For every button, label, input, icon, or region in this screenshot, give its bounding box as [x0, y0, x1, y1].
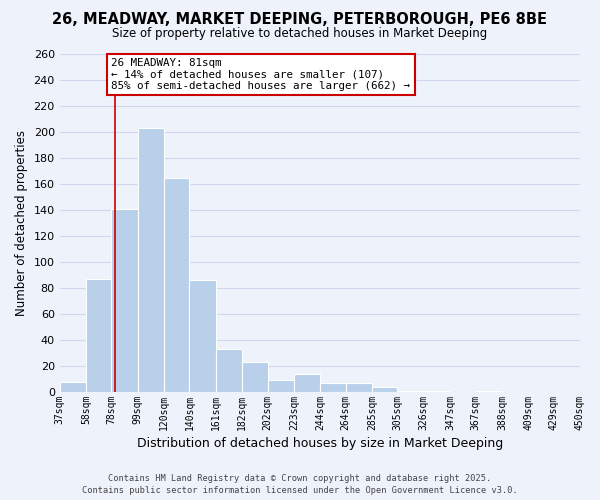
Bar	[320, 383, 346, 392]
Text: 26, MEADWAY, MARKET DEEPING, PETERBOROUGH, PE6 8BE: 26, MEADWAY, MARKET DEEPING, PETERBOROUG…	[53, 12, 548, 28]
Bar	[216, 349, 242, 392]
Text: 26 MEADWAY: 81sqm
← 14% of detached houses are smaller (107)
85% of semi-detache: 26 MEADWAY: 81sqm ← 14% of detached hous…	[112, 58, 410, 91]
Bar	[346, 383, 372, 392]
Bar	[86, 279, 112, 392]
Bar	[294, 374, 320, 392]
Bar	[372, 387, 397, 392]
Bar	[164, 178, 190, 392]
Bar	[268, 380, 294, 392]
Bar	[190, 280, 216, 392]
Bar	[138, 128, 164, 392]
Text: Size of property relative to detached houses in Market Deeping: Size of property relative to detached ho…	[112, 28, 488, 40]
Y-axis label: Number of detached properties: Number of detached properties	[15, 130, 28, 316]
Text: Contains HM Land Registry data © Crown copyright and database right 2025.
Contai: Contains HM Land Registry data © Crown c…	[82, 474, 518, 495]
X-axis label: Distribution of detached houses by size in Market Deeping: Distribution of detached houses by size …	[137, 437, 503, 450]
Bar	[112, 208, 138, 392]
Bar	[475, 390, 502, 392]
Bar	[59, 382, 86, 392]
Bar	[424, 390, 450, 392]
Bar	[397, 390, 424, 392]
Bar	[242, 362, 268, 392]
